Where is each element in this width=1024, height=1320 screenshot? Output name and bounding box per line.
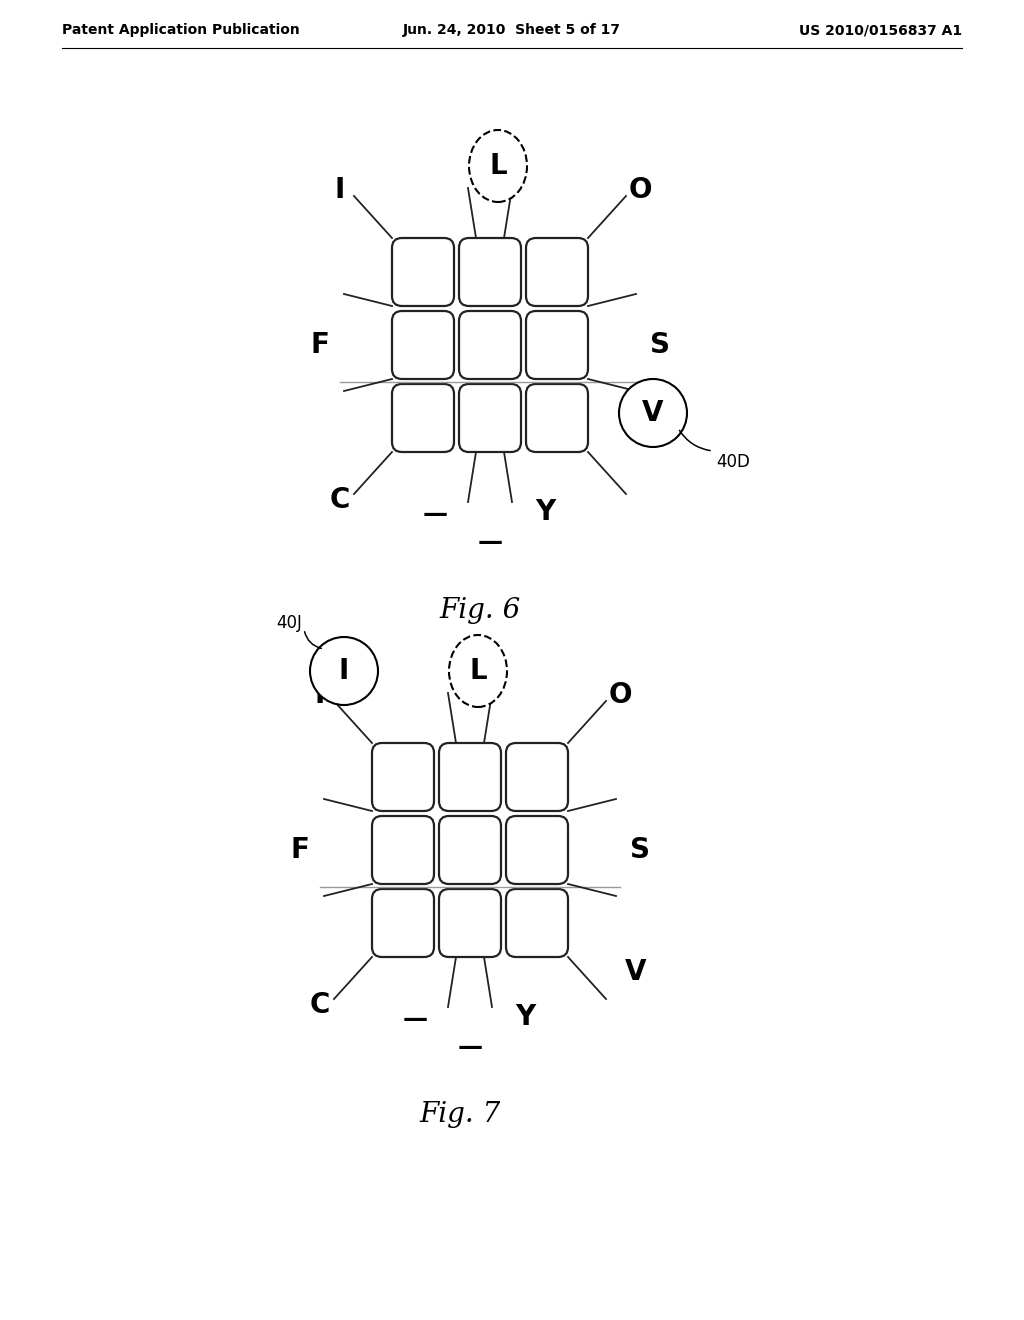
Text: O: O xyxy=(629,176,651,205)
Text: Fig. 7: Fig. 7 xyxy=(420,1101,501,1129)
Text: Patent Application Publication: Patent Application Publication xyxy=(62,22,300,37)
Text: L: L xyxy=(489,152,507,180)
FancyBboxPatch shape xyxy=(526,238,588,306)
FancyBboxPatch shape xyxy=(459,384,521,451)
FancyBboxPatch shape xyxy=(526,384,588,451)
Circle shape xyxy=(618,379,687,447)
Text: 40D: 40D xyxy=(716,453,750,471)
Text: Fig. 6: Fig. 6 xyxy=(439,597,520,623)
Text: C: C xyxy=(330,486,350,513)
FancyBboxPatch shape xyxy=(506,888,568,957)
Text: O: O xyxy=(608,681,632,709)
FancyBboxPatch shape xyxy=(372,743,434,810)
Ellipse shape xyxy=(469,129,527,202)
FancyBboxPatch shape xyxy=(459,238,521,306)
Text: I: I xyxy=(339,657,349,685)
Text: 40J: 40J xyxy=(276,614,302,632)
Text: V: V xyxy=(642,399,664,426)
FancyBboxPatch shape xyxy=(439,888,501,957)
Text: Y: Y xyxy=(535,498,555,525)
Text: Jun. 24, 2010  Sheet 5 of 17: Jun. 24, 2010 Sheet 5 of 17 xyxy=(403,22,621,37)
Text: —: — xyxy=(458,1035,482,1059)
Text: F: F xyxy=(310,331,330,359)
Text: I: I xyxy=(314,681,326,709)
FancyBboxPatch shape xyxy=(439,816,501,884)
Text: C: C xyxy=(310,991,330,1019)
Text: V: V xyxy=(626,958,647,986)
Text: —: — xyxy=(402,1007,428,1031)
Text: F: F xyxy=(291,836,309,865)
FancyBboxPatch shape xyxy=(459,312,521,379)
Text: S: S xyxy=(630,836,650,865)
FancyBboxPatch shape xyxy=(372,888,434,957)
Circle shape xyxy=(310,638,378,705)
FancyBboxPatch shape xyxy=(506,816,568,884)
Text: S: S xyxy=(650,331,670,359)
Text: —: — xyxy=(477,531,503,554)
FancyBboxPatch shape xyxy=(392,312,454,379)
Text: Y: Y xyxy=(515,1003,536,1031)
FancyBboxPatch shape xyxy=(506,743,568,810)
FancyBboxPatch shape xyxy=(526,312,588,379)
Text: —: — xyxy=(423,502,447,525)
FancyBboxPatch shape xyxy=(392,384,454,451)
Text: US 2010/0156837 A1: US 2010/0156837 A1 xyxy=(799,22,962,37)
Text: L: L xyxy=(469,657,486,685)
FancyBboxPatch shape xyxy=(372,816,434,884)
Text: I: I xyxy=(335,176,345,205)
FancyBboxPatch shape xyxy=(392,238,454,306)
FancyBboxPatch shape xyxy=(439,743,501,810)
Ellipse shape xyxy=(449,635,507,708)
